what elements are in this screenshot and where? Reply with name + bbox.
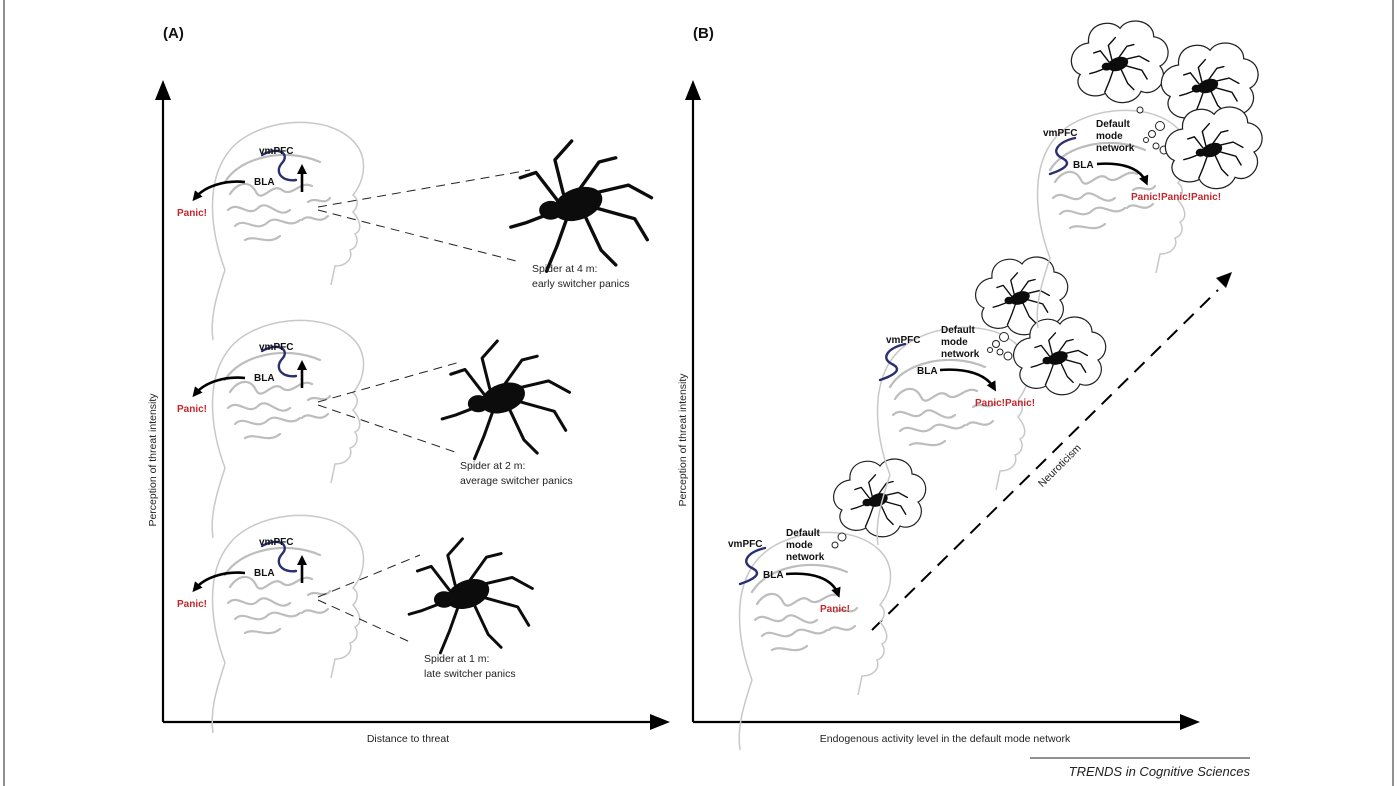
panic-text: Panic! [820, 604, 850, 615]
neuroticism-label: Neuroticism [1036, 442, 1084, 490]
thought-bubble-dot [992, 340, 1000, 348]
panel-b-scene-3: vmPFC Default mode network BLA Panic!Pan… [1036, 21, 1262, 329]
scene-caption-line2: late switcher panics [424, 668, 516, 680]
vmpfc-bla-pathway [260, 149, 298, 182]
panic-text: Panic!Panic!Panic! [1131, 192, 1221, 203]
vmpfc-label: vmPFC [259, 342, 293, 353]
panic-text: Panic! [177, 404, 207, 415]
vmpfc-bla-pathway [260, 540, 298, 573]
panel-a-x-arrowhead [650, 714, 670, 730]
panel-b: (B) Perception of threat intensity Endog… [677, 21, 1262, 751]
vmpfc-label: vmPFC [259, 537, 293, 548]
thought-bubble-dot [1003, 351, 1013, 361]
dmn-label-line2: mode [786, 540, 813, 551]
panic-arrow [939, 368, 996, 392]
panel-a-y-arrowhead [155, 80, 171, 100]
scene-caption-line2: average switcher panics [460, 475, 573, 487]
panel-a-label: (A) [163, 25, 184, 42]
thought-bubble-dot [1152, 142, 1160, 150]
sight-line-upper [317, 169, 531, 208]
panel-b-y-arrowhead [685, 80, 701, 100]
thought-bubble-dot [837, 532, 847, 542]
vmpfc-bla-pathway [738, 546, 767, 586]
panic-text: Panic! [177, 599, 207, 610]
spider-icon [509, 139, 654, 273]
thought-bubble-dot [1143, 137, 1149, 143]
thought-bubble-dot [987, 347, 993, 353]
panic-arrow [192, 376, 246, 398]
panel-b-x-arrowhead [1180, 714, 1200, 730]
panel-a-scene-3: vmPFC BLA Panic! Spider at 1 m: late swi… [177, 514, 534, 734]
bla-label: BLA [254, 373, 275, 384]
dmn-label-line2: mode [1096, 131, 1123, 142]
dmn-label-line1: Default [786, 528, 821, 539]
thought-cloud-icon [834, 459, 926, 537]
brain-icon [223, 153, 332, 242]
vmpfc-label: vmPFC [1043, 128, 1077, 139]
dmn-label-line1: Default [1096, 119, 1131, 130]
panic-arrow [785, 572, 841, 598]
panic-arrow [192, 571, 246, 593]
thought-bubble-dot [1148, 130, 1156, 138]
spider-icon [440, 339, 572, 461]
thought-bubble-dot [1136, 106, 1144, 114]
sight-line-lower [317, 599, 411, 643]
panic-arrow [1096, 162, 1149, 186]
dmn-label-line3: network [1096, 143, 1135, 154]
panel-a-scene-2: vmPFC BLA Panic! Spider at 2 m: average … [177, 319, 573, 539]
panel-b-y-axis-label: Perception of threat intensity [677, 373, 689, 507]
panel-a-scene-1: vmPFC BLA Panic! Spider at 4 m: early sw… [177, 121, 654, 341]
sight-line-upper [317, 554, 421, 598]
sight-line-lower [317, 209, 521, 263]
panel-a: (A) Perception of threat intensity Dista… [147, 25, 670, 745]
sight-line-lower [317, 404, 456, 453]
thought-cloud-icon [1071, 21, 1168, 103]
panic-arrow [192, 180, 246, 202]
bla-label: BLA [763, 570, 784, 581]
dmn-label-line2: mode [941, 337, 968, 348]
scene-caption-line2: early switcher panics [532, 278, 629, 290]
dmn-label-line1: Default [941, 325, 976, 336]
panel-b-x-axis-label: Endogenous activity level in the default… [820, 733, 1071, 745]
panel-b-scene-2: vmPFC Default mode network BLA Panic!Pan… [876, 257, 1106, 546]
neuroticism-arrowhead [1216, 272, 1232, 288]
vmpfc-bla-pathway [260, 345, 298, 378]
vmpfc-label: vmPFC [886, 335, 920, 346]
thought-bubble-dot [831, 541, 839, 549]
scene-caption-line1: Spider at 2 m: [460, 460, 525, 472]
bla-label: BLA [1073, 160, 1094, 171]
vmpfc-bla-pathway [1048, 136, 1077, 176]
bla-label: BLA [254, 568, 275, 579]
panel-b-scene-1: vmPFC Default mode network BLA Panic! [728, 459, 926, 751]
scene-caption-line1: Spider at 1 m: [424, 653, 489, 665]
thought-bubble-dot [996, 348, 1004, 356]
dmn-label-line3: network [786, 552, 825, 563]
bla-label: BLA [254, 177, 275, 188]
panic-text: Panic!Panic! [975, 398, 1035, 409]
vmpfc-label: vmPFC [728, 539, 762, 550]
brain-icon [1048, 141, 1157, 230]
sight-line-upper [317, 361, 461, 403]
panic-text: Panic! [177, 208, 207, 219]
dmn-label-line3: network [941, 349, 980, 360]
scene-caption-line1: Spider at 4 m: [532, 263, 597, 275]
vmpfc-label: vmPFC [259, 146, 293, 157]
panel-a-y-axis-label: Perception of threat intensity [147, 393, 159, 527]
bla-label: BLA [917, 366, 938, 377]
thought-cloud-icon [1165, 107, 1262, 189]
neuroticism-trend-line [871, 289, 1219, 631]
panel-b-label: (B) [693, 25, 714, 42]
vmpfc-bla-pathway [878, 342, 907, 382]
thought-bubble-dot [999, 332, 1009, 342]
journal-credit: TRENDS in Cognitive Sciences [1069, 764, 1251, 779]
thought-bubble-dot [1155, 121, 1165, 131]
spider-icon [407, 537, 534, 655]
panel-a-x-axis-label: Distance to threat [367, 733, 449, 745]
